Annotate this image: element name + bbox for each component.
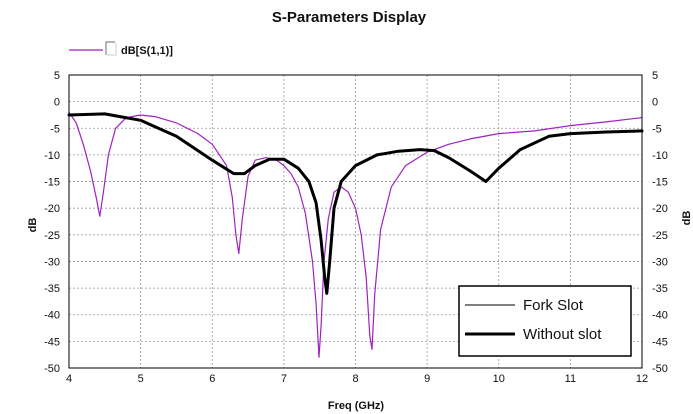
legend-label-fork-slot: Fork Slot — [523, 297, 584, 314]
series-line-fork-slot — [68, 111, 643, 358]
plot-frame — [68, 74, 643, 369]
y-tick-label-right: 0 — [652, 97, 658, 109]
top-legend-swatch-box — [105, 41, 115, 55]
y-tick-label-right: -10 — [652, 150, 668, 162]
y-tick-label-left: -15 — [44, 177, 60, 189]
y-tick-label-right: -35 — [652, 283, 668, 295]
x-tick-label: 4 — [66, 373, 72, 385]
y-tick-label-right: -50 — [652, 363, 668, 375]
y-tick-label-right: 5 — [652, 70, 658, 82]
y-tick-label-left: -35 — [44, 283, 60, 295]
y-tick-label-left: -5 — [50, 123, 60, 135]
y-tick-label-right: -45 — [652, 336, 668, 348]
x-axis-label: Freq (GHz) — [328, 400, 385, 412]
x-tick-label: 8 — [352, 373, 358, 385]
y-tick-label-left: -45 — [44, 336, 60, 348]
top-legend-swatch-box-shadow — [107, 43, 117, 56]
y-tick-label-right: -5 — [652, 123, 662, 135]
legend-label-without-slot: Without slot — [523, 326, 602, 343]
y-tick-label-right: -30 — [652, 256, 668, 268]
y-axis-label-right: dB — [681, 211, 693, 226]
series-legend-box — [458, 285, 632, 357]
x-tick-label: 12 — [636, 373, 648, 385]
y-tick-label-left: -25 — [44, 230, 60, 242]
y-tick-label-left: 0 — [54, 97, 60, 109]
y-tick-label-left: -20 — [44, 203, 60, 215]
tick-labels: 4 5 6 7 8 9 10 11 12 5 5 0 0 -5 -5 -10 -10 -15 -15 -20 -20 -2… — [44, 70, 668, 385]
y-tick-label-left: -40 — [44, 310, 60, 322]
x-tick-label: 7 — [281, 373, 287, 385]
chart-title: S-Parameters Display — [272, 9, 427, 26]
y-tick-label-right: -20 — [652, 203, 668, 215]
y-tick-label-right: -40 — [652, 310, 668, 322]
y-tick-label-right: -15 — [652, 177, 668, 189]
x-tick-label: 10 — [493, 373, 505, 385]
y-tick-label-left: 5 — [54, 70, 60, 82]
series-legend: Fork Slot Without slot — [458, 285, 632, 357]
y-tick-label-left: -30 — [44, 256, 60, 268]
x-tick-label: 11 — [565, 373, 576, 385]
series-group — [67, 111, 644, 358]
y-tick-label-left: -50 — [44, 363, 60, 375]
series-line-without-slot — [67, 112, 644, 295]
y-tick-label-left: -10 — [44, 150, 60, 162]
y-tick-label-right: -25 — [652, 230, 668, 242]
x-tick-label: 5 — [138, 373, 144, 385]
x-tick-label: 9 — [424, 373, 430, 385]
x-tick-label: 6 — [209, 373, 215, 385]
top-legend-label: dB[S(1,1)] — [121, 45, 173, 57]
y-axis-label: dB — [27, 218, 39, 233]
top-legend: dB[S(1,1)] — [69, 41, 173, 57]
